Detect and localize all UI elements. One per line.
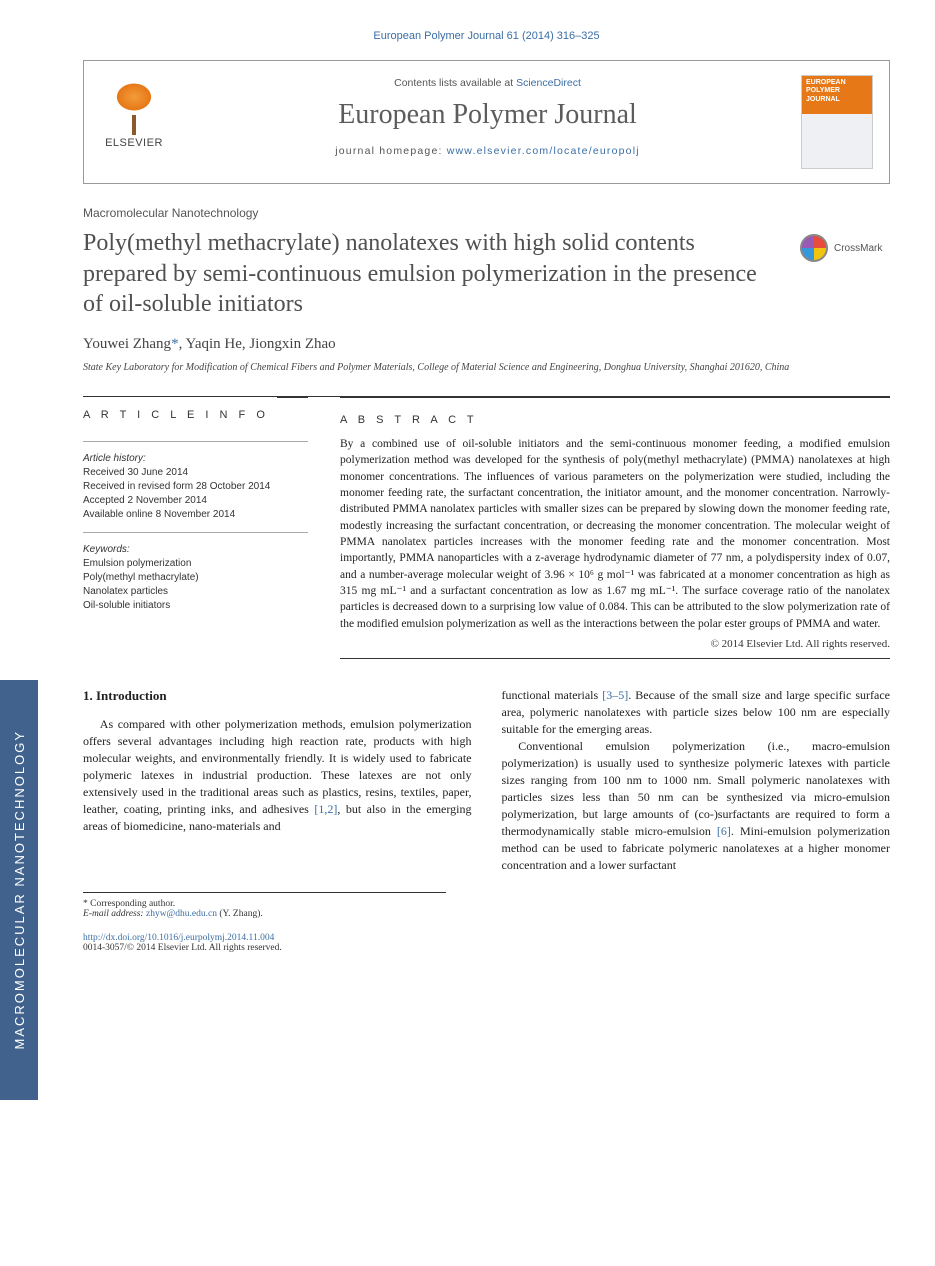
keyword-1: Emulsion polymerization bbox=[83, 557, 308, 571]
sciencedirect-link[interactable]: ScienceDirect bbox=[516, 77, 581, 89]
title-row: Poly(methyl methacrylate) nanolatexes wi… bbox=[83, 228, 890, 336]
page: European Polymer Journal 61 (2014) 316–3… bbox=[38, 0, 935, 983]
keyword-3: Nanolatex particles bbox=[83, 585, 308, 599]
contents-prefix: Contents lists available at bbox=[394, 77, 516, 89]
email-link[interactable]: zhyw@dhu.edu.cn bbox=[146, 909, 217, 919]
keyword-4: Oil-soluble initiators bbox=[83, 599, 308, 613]
abstract-rule bbox=[340, 658, 890, 659]
article-info: A R T I C L E I N F O Article history: R… bbox=[83, 397, 308, 659]
homepage-link[interactable]: www.elsevier.com/locate/europolj bbox=[447, 145, 640, 157]
issn-line: 0014-3057/© 2014 Elsevier Ltd. All right… bbox=[83, 943, 890, 953]
keyword-2: Poly(methyl methacrylate) bbox=[83, 571, 308, 585]
corresponding-note: * Corresponding author. bbox=[83, 899, 446, 909]
online-date: Available online 8 November 2014 bbox=[83, 508, 308, 522]
elsevier-tree-icon bbox=[100, 75, 168, 135]
crossmark-icon bbox=[800, 234, 828, 262]
crossmark-badge[interactable]: CrossMark bbox=[800, 234, 890, 262]
email-line: E-mail address: zhyw@dhu.edu.cn (Y. Zhan… bbox=[83, 909, 446, 919]
citation-1[interactable]: [1,2] bbox=[314, 802, 337, 816]
body-para-2: functional materials [3–5]. Because of t… bbox=[502, 687, 891, 738]
crossmark-label: CrossMark bbox=[834, 243, 882, 254]
footnotes: * Corresponding author. E-mail address: … bbox=[83, 892, 446, 919]
header-center: Contents lists available at ScienceDirec… bbox=[184, 75, 791, 157]
affiliation: State Key Laboratory for Modification of… bbox=[83, 361, 890, 374]
body-columns: 1. Introduction As compared with other p… bbox=[83, 687, 890, 874]
footer: http://dx.doi.org/10.1016/j.eurpolymj.20… bbox=[83, 933, 890, 953]
received-date: Received 30 June 2014 bbox=[83, 466, 308, 480]
info-abstract-row: A R T I C L E I N F O Article history: R… bbox=[83, 396, 890, 659]
info-heading: A R T I C L E I N F O bbox=[83, 397, 277, 421]
authors-rest: , Yaqin He, Jiongxin Zhao bbox=[179, 336, 336, 352]
abstract-text: By a combined use of oil-soluble initiat… bbox=[340, 436, 890, 632]
contents-line: Contents lists available at ScienceDirec… bbox=[184, 77, 791, 89]
accepted-date: Accepted 2 November 2014 bbox=[83, 494, 308, 508]
citation-2[interactable]: [3–5] bbox=[602, 688, 628, 702]
side-tab-text: MACROMOLECULAR NANOTECHNOLOGY bbox=[12, 730, 27, 1049]
top-reference: European Polymer Journal 61 (2014) 316–3… bbox=[83, 30, 890, 42]
elsevier-word: ELSEVIER bbox=[100, 137, 168, 149]
journal-cover-thumbnail[interactable]: EUROPEAN POLYMER JOURNAL bbox=[801, 75, 873, 169]
revised-date: Received in revised form 28 October 2014 bbox=[83, 480, 308, 494]
abstract: A B S T R A C T By a combined use of oil… bbox=[340, 397, 890, 659]
keywords-label: Keywords: bbox=[83, 543, 308, 557]
journal-header: ELSEVIER Contents lists available at Sci… bbox=[83, 60, 890, 184]
body-col-right: functional materials [3–5]. Because of t… bbox=[502, 687, 891, 874]
homepage-line: journal homepage: www.elsevier.com/locat… bbox=[184, 145, 791, 157]
abstract-heading: A B S T R A C T bbox=[340, 402, 486, 426]
doi-link[interactable]: http://dx.doi.org/10.1016/j.eurpolymj.20… bbox=[83, 933, 274, 943]
cover-title: EUROPEAN POLYMER JOURNAL bbox=[802, 76, 872, 114]
email-suffix: (Y. Zhang). bbox=[217, 909, 263, 919]
article-title: Poly(methyl methacrylate) nanolatexes wi… bbox=[83, 228, 780, 320]
homepage-prefix: journal homepage: bbox=[335, 145, 447, 157]
citation-3[interactable]: [6] bbox=[717, 824, 731, 838]
abstract-copyright: © 2014 Elsevier Ltd. All rights reserved… bbox=[340, 638, 890, 650]
intro-heading: 1. Introduction bbox=[83, 687, 472, 705]
section-tag: Macromolecular Nanotechnology bbox=[83, 206, 890, 220]
history-label: Article history: bbox=[83, 452, 308, 466]
side-tab: MACROMOLECULAR NANOTECHNOLOGY bbox=[0, 680, 38, 1100]
author-1[interactable]: Youwei Zhang bbox=[83, 336, 171, 352]
journal-name: European Polymer Journal bbox=[184, 99, 791, 131]
body-para-1: As compared with other polymerization me… bbox=[83, 716, 472, 835]
body-col-left: 1. Introduction As compared with other p… bbox=[83, 687, 472, 874]
email-label: E-mail address: bbox=[83, 909, 146, 919]
authors: Youwei Zhang*, Yaqin He, Jiongxin Zhao bbox=[83, 336, 890, 353]
body-para-3: Conventional emulsion polymerization (i.… bbox=[502, 738, 891, 874]
elsevier-logo[interactable]: ELSEVIER bbox=[100, 75, 168, 153]
corresponding-asterisk: * bbox=[171, 336, 179, 352]
